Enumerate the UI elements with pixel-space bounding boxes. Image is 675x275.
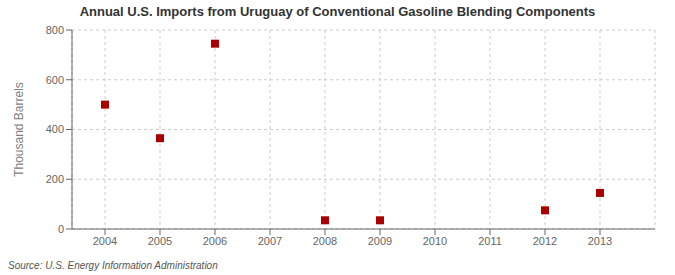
svg-text:2010: 2010 [423, 235, 447, 247]
svg-text:2007: 2007 [258, 235, 282, 247]
svg-text:2006: 2006 [203, 235, 227, 247]
svg-text:2012: 2012 [533, 235, 557, 247]
svg-text:2008: 2008 [313, 235, 337, 247]
svg-text:400: 400 [46, 123, 64, 135]
svg-text:2004: 2004 [93, 235, 117, 247]
html-text:Annual U.S. Imports from Urugu: Annual U.S. Imports from Uruguay of Conv… [79, 4, 596, 19]
svg-text:800: 800 [46, 24, 64, 36]
svg-text:600: 600 [46, 74, 64, 86]
svg-text:2011: 2011 [478, 235, 502, 247]
html-text:Source: U.S. Energy Informatio: Source: U.S. Energy Information Administ… [8, 260, 218, 271]
svg-text:2013: 2013 [588, 235, 612, 247]
svg-text:200: 200 [46, 173, 64, 185]
svg-text:0: 0 [58, 223, 64, 235]
svg-text:2005: 2005 [148, 235, 172, 247]
svg-text:Thousand Barrels: Thousand Barrels [12, 82, 26, 177]
svg-text:2009: 2009 [368, 235, 392, 247]
